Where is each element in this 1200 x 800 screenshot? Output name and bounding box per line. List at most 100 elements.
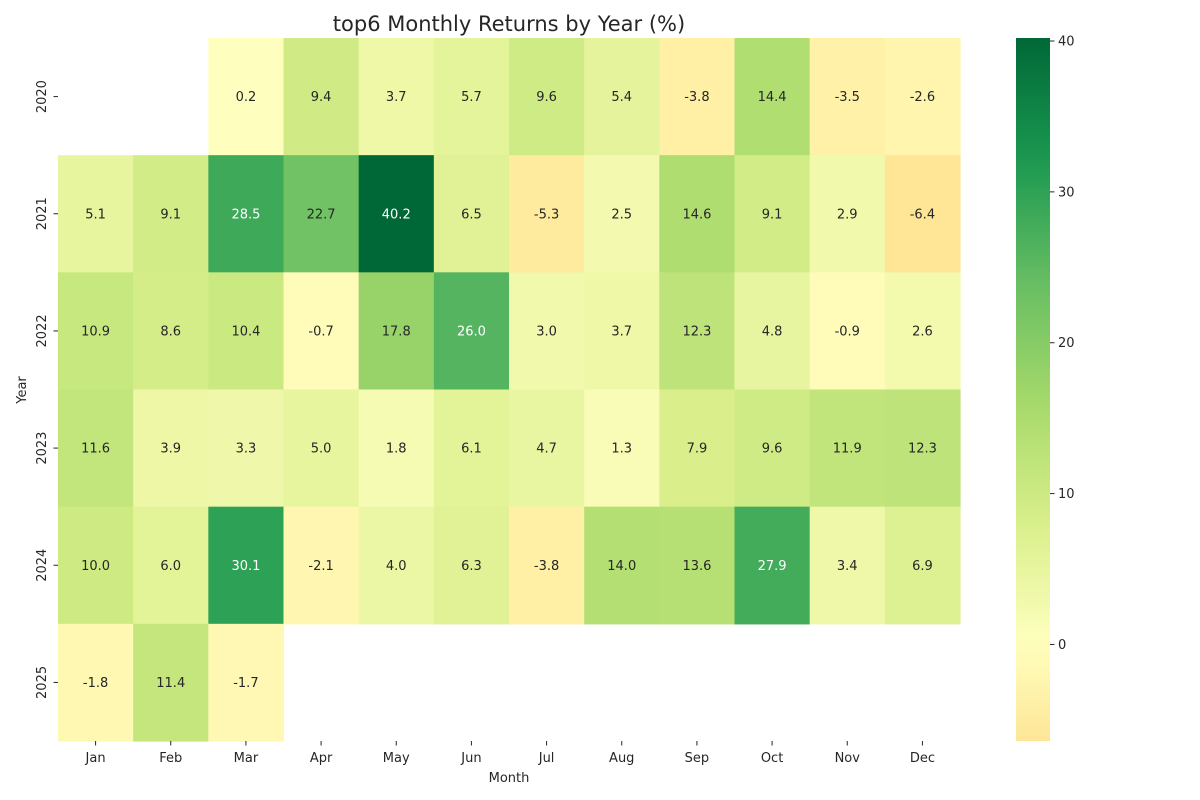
heatmap-cell	[433, 155, 510, 273]
heatmap-cell	[358, 506, 435, 625]
heatmap-cell	[358, 389, 435, 508]
cell-value-label: -5.3	[534, 207, 559, 222]
heatmap-cell	[584, 506, 660, 625]
cell-value-label: 11.9	[833, 442, 862, 457]
cell-value-label: 10.4	[231, 324, 260, 339]
cell-value-label: 2.5	[611, 207, 632, 222]
cell-value-label: 17.8	[382, 324, 411, 339]
cell-value-label: 0.2	[236, 90, 257, 105]
x-tick-label: Feb	[159, 751, 182, 766]
cell-value-label: 5.4	[611, 90, 632, 105]
cell-value-label: 1.3	[611, 442, 632, 457]
y-axis: 2020 2021 2022 2023 2024 2025	[35, 80, 58, 699]
cell-value-label: 12.3	[682, 324, 711, 339]
cell-value-label: -2.6	[910, 90, 935, 105]
cell-value-label: 6.5	[461, 207, 482, 222]
heatmap-cell	[283, 506, 360, 625]
y-tick-label: 2023	[35, 432, 50, 465]
cell-value-label: 3.0	[536, 324, 557, 339]
cell-value-label: 9.1	[762, 207, 783, 222]
heatmap-cell	[809, 272, 886, 391]
heatmap-cell	[659, 389, 736, 508]
heatmap-cell	[659, 38, 736, 156]
cell-value-label: 11.6	[81, 442, 110, 457]
cell-value-label: 27.9	[758, 559, 787, 574]
cell-value-label: -1.8	[83, 676, 108, 691]
heatmap-cell	[659, 272, 736, 391]
cell-value-label: 22.7	[307, 207, 336, 222]
heatmap-cell	[283, 389, 360, 508]
cell-value-label: 6.0	[160, 559, 181, 574]
colorbar: 0 10 20 30 40	[1016, 35, 1075, 741]
cell-value-label: 4.0	[386, 559, 407, 574]
cell-value-label: 8.6	[160, 324, 181, 339]
heatmap-cell	[659, 155, 736, 273]
heatmap-cell	[809, 389, 886, 508]
y-axis-label: Year	[15, 376, 30, 405]
heatmap-cell	[509, 389, 585, 508]
heatmap-cell	[884, 38, 961, 156]
cell-value-label: 3.9	[160, 442, 181, 457]
colorbar-tick-label: 40	[1058, 35, 1075, 50]
chart-title: top6 Monthly Returns by Year (%)	[333, 12, 685, 36]
heatmap-cell	[659, 506, 736, 625]
heatmap-cell	[584, 38, 660, 156]
cell-value-label: 6.9	[912, 559, 933, 574]
colorbar-tick-label: 0	[1058, 638, 1066, 653]
x-tick-label: Apr	[310, 751, 333, 766]
heatmap-cell	[58, 389, 134, 508]
cell-value-label: 3.7	[386, 90, 407, 105]
cell-value-label: -2.1	[308, 559, 333, 574]
cell-value-label: 10.0	[81, 559, 110, 574]
y-tick-label: 2021	[35, 197, 50, 230]
heatmap-cell	[283, 272, 360, 391]
cell-value-label: -3.8	[684, 90, 709, 105]
cell-value-label: -6.4	[910, 207, 935, 222]
cell-value-label: -0.9	[835, 324, 860, 339]
x-tick-label: Jul	[538, 751, 555, 766]
heatmap-cell	[809, 155, 886, 273]
colorbar-gradient	[1016, 38, 1050, 741]
heatmap-cell	[734, 155, 811, 273]
cell-value-label: 3.7	[611, 324, 632, 339]
heatmap-cell	[433, 272, 510, 391]
y-tick-label: 2024	[35, 549, 50, 582]
y-tick-label: 2025	[35, 666, 50, 699]
heatmap-cell	[584, 389, 660, 508]
heatmap-cell	[734, 389, 811, 508]
cell-value-label: 14.6	[682, 207, 711, 222]
heatmap-cell	[58, 155, 134, 273]
cell-value-label: 10.9	[81, 324, 110, 339]
heatmap-cell	[884, 389, 961, 508]
heatmap-cell	[133, 389, 209, 508]
cell-value-label: 9.4	[311, 90, 332, 105]
heatmap-cell	[133, 272, 209, 391]
x-tick-label: Oct	[761, 751, 783, 766]
heatmap-cell	[884, 272, 961, 391]
colorbar-tick-label: 10	[1058, 487, 1075, 502]
heatmap-cell	[283, 155, 360, 273]
heatmap-cell	[509, 506, 585, 625]
colorbar-tick-label: 30	[1058, 185, 1075, 200]
heatmap-cell	[809, 506, 886, 625]
heatmap-cell	[509, 155, 585, 273]
x-tick-label: Aug	[609, 751, 634, 766]
heatmap-cell	[208, 506, 285, 625]
heatmap-cell	[208, 155, 285, 273]
heatmap-cell	[133, 506, 209, 625]
heatmap-cell	[584, 272, 660, 391]
y-tick-label: 2022	[35, 314, 50, 347]
cell-value-label: -3.5	[835, 90, 860, 105]
heatmap-cell	[734, 272, 811, 391]
cell-value-label: 5.0	[311, 442, 332, 457]
heatmap-cell	[884, 155, 961, 273]
heatmap-cell	[734, 506, 811, 625]
cell-value-label: 3.3	[236, 442, 257, 457]
cell-value-label: 5.7	[461, 90, 482, 105]
heatmap-cell	[433, 389, 510, 508]
heatmap-cell	[509, 38, 585, 156]
heatmap-cell	[208, 272, 285, 391]
heatmap-cell	[283, 38, 360, 156]
cell-value-label: 12.3	[908, 442, 937, 457]
x-axis: Jan Feb Mar Apr May Jun Jul Aug Sep Oct Nov Dec	[85, 741, 935, 766]
